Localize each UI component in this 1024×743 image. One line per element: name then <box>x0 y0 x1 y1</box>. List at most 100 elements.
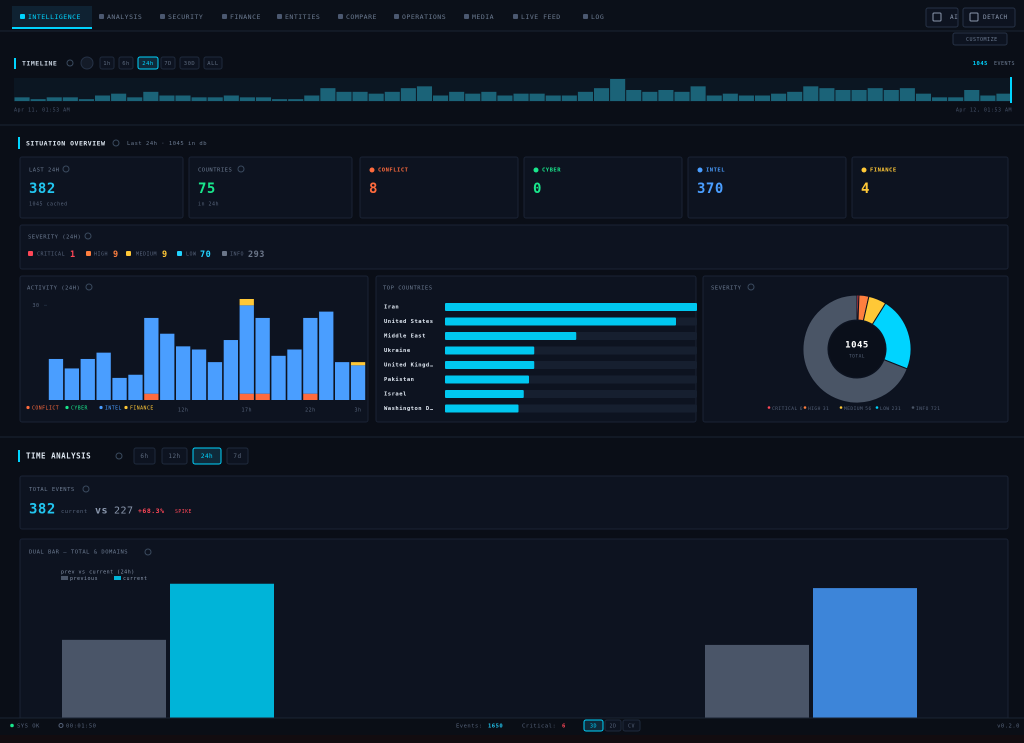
country-name: United States <box>384 319 434 325</box>
dual-bar <box>705 644 809 722</box>
nav-tab[interactable]: OPERATIONS <box>402 13 446 21</box>
activity-bar <box>239 393 254 400</box>
range-label[interactable]: 7d <box>233 453 241 460</box>
panel <box>19 224 1009 270</box>
timeline-bar <box>883 90 899 101</box>
country-name: Israel <box>384 392 407 398</box>
nav-tab[interactable]: ANALYSIS <box>107 13 142 21</box>
nav-tab[interactable]: ENTITIES <box>285 13 320 21</box>
severity-value: 70 <box>200 250 211 260</box>
range-button[interactable] <box>137 56 159 70</box>
view-button[interactable] <box>622 719 641 732</box>
card-icon <box>533 167 539 173</box>
timeline-bar <box>706 95 722 101</box>
timeline-bar <box>191 97 207 101</box>
customize-button[interactable] <box>952 32 1008 46</box>
timeline-bar <box>159 95 175 101</box>
severity-name: CRITICAL <box>37 252 65 258</box>
range-button[interactable] <box>118 56 134 70</box>
donut-total-label: TOTAL <box>849 354 865 360</box>
range-button[interactable] <box>133 447 156 465</box>
card-sub: in 24h <box>198 202 219 208</box>
range-button[interactable] <box>99 56 115 70</box>
severity-value: 9 <box>162 250 168 260</box>
severity-value: 1 <box>70 250 76 260</box>
country-bar <box>445 317 676 326</box>
card-label: LAST 24H <box>29 168 60 174</box>
range-label[interactable]: ALL <box>207 61 219 67</box>
range-button[interactable] <box>161 447 188 465</box>
nav-tab[interactable]: MEDIA <box>472 13 494 21</box>
view-label[interactable]: 2D <box>609 724 616 730</box>
range-label[interactable]: 12h <box>168 453 180 460</box>
x-tick-label: 3h <box>355 408 362 414</box>
activity-bar <box>191 349 207 400</box>
range-label[interactable]: 30D <box>184 61 195 67</box>
range-button[interactable] <box>160 56 176 70</box>
legend-swatch <box>803 406 807 409</box>
card-sub: 1045 cached <box>29 202 68 208</box>
view-button[interactable] <box>583 719 604 732</box>
nav-tab[interactable]: LIVE FEED <box>521 13 561 21</box>
activity-bar <box>350 362 366 366</box>
nav-tab[interactable]: FINANCE <box>230 13 261 21</box>
customize-label[interactable]: CUSTOMIZE <box>966 37 998 43</box>
card-label: FINANCE <box>870 168 897 174</box>
timeline-bar <box>433 95 449 101</box>
panel-title: SEVERITY (24H) <box>28 235 81 241</box>
range-label[interactable]: 24h <box>201 453 213 460</box>
tab-underline <box>12 27 92 29</box>
range-label[interactable]: 1h <box>103 61 111 67</box>
nav-tab[interactable]: SECURITY <box>168 13 203 21</box>
range-label[interactable]: 6h <box>122 61 130 67</box>
legend-swatch <box>114 576 121 580</box>
info-icon <box>237 165 245 173</box>
panel <box>851 156 1009 219</box>
play-button[interactable] <box>80 56 94 70</box>
legend-label: CRITICAL <box>772 406 798 412</box>
view-label[interactable]: CV <box>628 724 635 730</box>
range-button[interactable] <box>192 447 222 465</box>
tab-icon <box>583 14 588 19</box>
legend-swatch <box>839 406 843 409</box>
range-button[interactable] <box>203 56 223 70</box>
range-label[interactable]: 6h <box>140 453 148 460</box>
section-title: TIMELINE <box>22 60 57 68</box>
nav-tab[interactable]: COMPARE <box>346 13 377 21</box>
view-button[interactable] <box>604 719 622 732</box>
nav-button-label[interactable]: DETACH <box>983 14 1008 21</box>
range-label[interactable]: 7D <box>164 61 172 67</box>
severity-swatch <box>177 251 182 256</box>
critical-label: Critical: <box>522 724 556 730</box>
donut-segment <box>802 294 908 404</box>
timeline-bar <box>803 86 819 101</box>
legend-label: INTEL <box>105 406 122 412</box>
timeline-bar <box>416 86 433 101</box>
section-title: TIME ANALYSIS <box>26 452 91 461</box>
range-label[interactable]: 24h <box>142 61 153 67</box>
timeline-bar <box>304 95 320 101</box>
range-button[interactable] <box>179 56 200 70</box>
timeline-bar <box>642 91 658 101</box>
timeline-bar <box>127 97 143 101</box>
timeline-bar <box>787 91 803 101</box>
range-button[interactable] <box>226 447 249 465</box>
activity-bar <box>48 358 64 400</box>
nav-tab[interactable]: LOG <box>591 13 604 21</box>
activity-bar <box>64 368 79 400</box>
activity-bar <box>176 346 191 400</box>
nav-tab[interactable]: INTELLIGENCE <box>28 13 81 21</box>
card-label: CONFLICT <box>378 168 409 174</box>
activity-bar <box>350 365 366 400</box>
country-bar <box>445 375 529 384</box>
nav-button-label[interactable]: AI <box>950 14 958 21</box>
timeline-end: Apr 12, 01:53 AM <box>956 108 1012 114</box>
timeline-bar <box>593 88 610 101</box>
timeline-bar <box>223 95 239 101</box>
severity-value: 9 <box>113 250 119 260</box>
timeline-bar <box>819 88 835 101</box>
donut-total: 1045 <box>845 341 869 351</box>
severity-swatch <box>126 251 131 256</box>
view-label[interactable]: 3D <box>590 724 597 730</box>
